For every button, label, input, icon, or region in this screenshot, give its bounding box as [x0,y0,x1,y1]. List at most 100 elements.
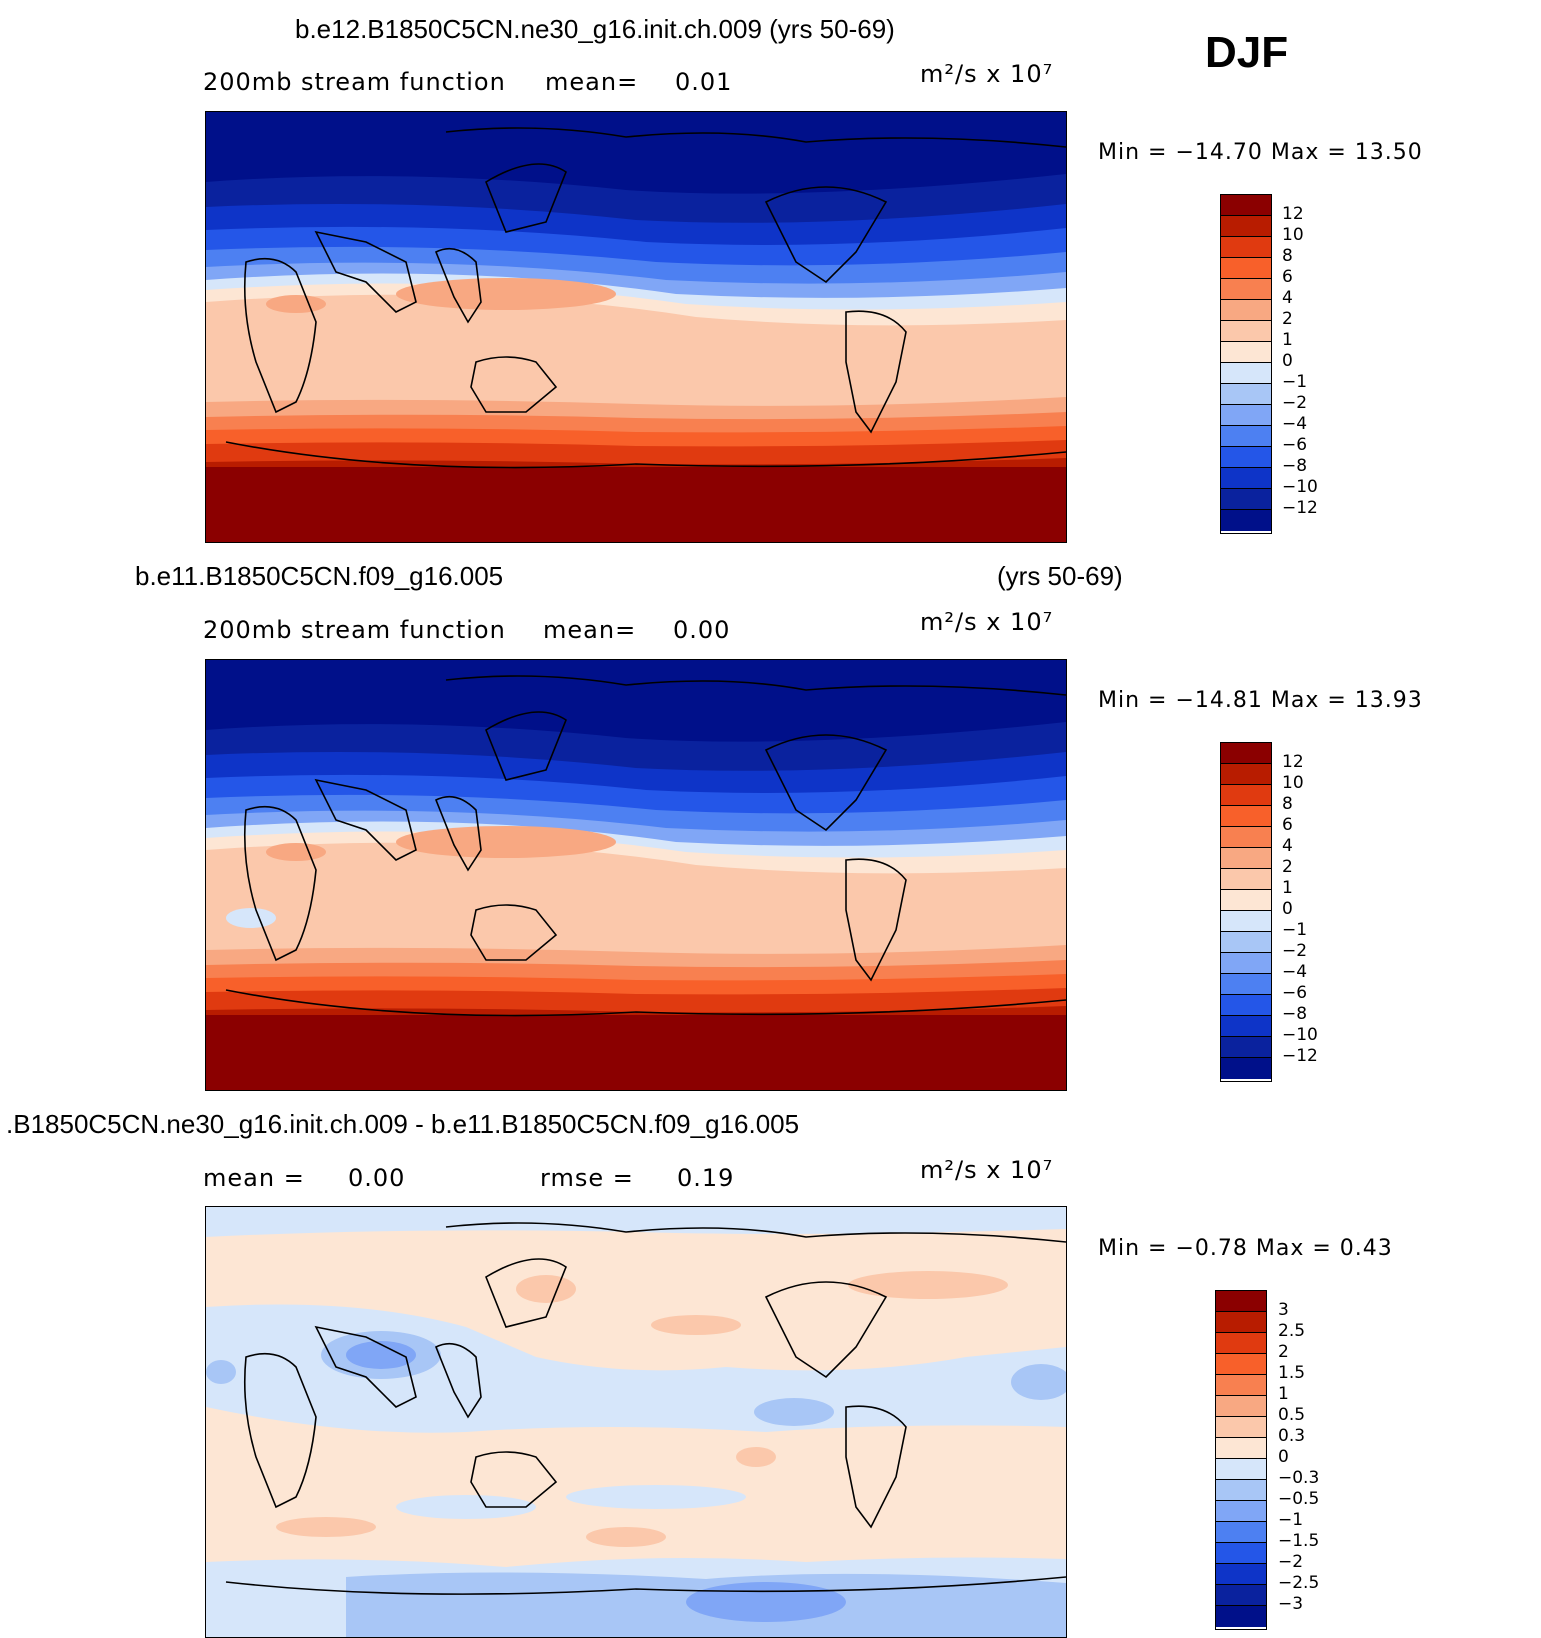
panel3-title: .B1850C5CN.ne30_g16.init.ch.009 - b.e11.… [6,1109,800,1139]
panel2-map [205,659,1067,1091]
colorbar-tick-label: −2 [1282,393,1308,413]
panel3-map-svg [206,1207,1066,1637]
panel2-mean-value: 0.00 [673,616,731,644]
colorbar-tick-label: −2 [1278,1552,1304,1572]
colorbar-tick-label: −4 [1282,414,1308,434]
colorbar-tick-label: 0 [1278,1447,1289,1467]
colorbar-swatch [1216,1459,1266,1480]
colorbar-swatch [1221,869,1271,890]
panel1-map-svg [206,112,1066,542]
colorbar-swatch [1221,489,1271,510]
colorbar-swatch [1221,974,1271,995]
colorbar-tick-label: 1 [1282,878,1293,898]
colorbar-swatch [1221,785,1271,806]
colorbar-tick-label: −0.5 [1278,1489,1320,1509]
colorbar-swatch [1221,764,1271,785]
colorbar-swatch [1221,384,1271,405]
colorbar-tick-label: −1.5 [1278,1531,1320,1551]
panel1-units: m²/s x 10⁷ [920,60,1054,88]
colorbar-swatch [1216,1501,1266,1522]
colorbar-tick-label: −12 [1282,1046,1318,1066]
colorbar-tick-label: 6 [1282,267,1293,287]
colorbar-swatch [1221,890,1271,911]
colorbar-swatch [1221,953,1271,974]
colorbar-swatch [1216,1354,1266,1375]
panel3-mean-value: 0.00 [348,1164,406,1192]
colorbar-swatch [1216,1480,1266,1501]
panel2-years: (yrs 50-69) [997,561,1123,591]
colorbar-tick-label: 10 [1282,225,1304,245]
panel2-map-svg [206,660,1066,1090]
panel1-field-label: 200mb stream function [203,68,506,96]
colorbar-tick-label: −10 [1282,477,1318,497]
panel1-mean-value: 0.01 [675,68,733,96]
panel1-minmax: Min = −14.70 Max = 13.50 [1098,140,1423,165]
panel1-colorbar [1220,194,1272,534]
panel3-rmse-value: 0.19 [677,1164,735,1192]
colorbar-tick-label: −10 [1282,1025,1318,1045]
colorbar-swatch [1221,363,1271,384]
colorbar-swatch [1216,1585,1266,1606]
panel3-mean-label: mean = [203,1164,305,1192]
colorbar-swatch [1216,1438,1266,1459]
colorbar-tick-label: −1 [1282,920,1308,940]
panel2-minmax: Min = −14.81 Max = 13.93 [1098,688,1423,713]
colorbar-swatch [1221,195,1271,216]
colorbar-tick-label: 1.5 [1278,1363,1306,1383]
colorbar-tick-label: −1 [1278,1510,1304,1530]
colorbar-tick-label: 8 [1282,794,1293,814]
panel1-map [205,111,1067,543]
colorbar-swatch [1221,237,1271,258]
colorbar-swatch [1221,932,1271,953]
colorbar-tick-label: 0.3 [1278,1426,1306,1446]
colorbar-tick-label: 1 [1282,330,1293,350]
colorbar-swatch [1221,321,1271,342]
colorbar-swatch [1216,1396,1266,1417]
panel2-units: m²/s x 10⁷ [920,608,1054,636]
colorbar-swatch [1221,426,1271,447]
colorbar-tick-label: −6 [1282,435,1308,455]
panel1-title: b.e12.B1850C5CN.ne30_g16.init.ch.009 (yr… [295,14,895,44]
colorbar-swatch [1216,1543,1266,1564]
colorbar-swatch [1216,1522,1266,1543]
colorbar-tick-label: 1 [1278,1384,1289,1404]
colorbar-swatch [1221,279,1271,300]
colorbar-swatch [1216,1291,1266,1312]
colorbar-swatch [1216,1564,1266,1585]
colorbar-tick-label: 2 [1282,309,1293,329]
panel3-units: m²/s x 10⁷ [920,1156,1054,1184]
colorbar-swatch [1221,743,1271,764]
colorbar-swatch [1221,468,1271,489]
colorbar-swatch [1221,848,1271,869]
colorbar-swatch [1221,447,1271,468]
colorbar-tick-label: −2.5 [1278,1573,1320,1593]
colorbar-tick-label: −3 [1278,1594,1304,1614]
colorbar-tick-label: 4 [1282,288,1293,308]
colorbar-tick-label: −8 [1282,456,1308,476]
colorbar-tick-label: 3 [1278,1300,1289,1320]
panel2-colorbar [1220,742,1272,1082]
colorbar-tick-label: −6 [1282,983,1308,1003]
colorbar-tick-label: 4 [1282,836,1293,856]
colorbar-swatch [1221,300,1271,321]
panel1-mean-label: mean= [545,68,639,96]
panel2-title: b.e11.B1850C5CN.f09_g16.005 [135,561,504,591]
panel3-map [205,1206,1067,1638]
colorbar-tick-label: 0.5 [1278,1405,1306,1425]
season-label: DJF [1205,28,1289,77]
colorbar-tick-label: −12 [1282,498,1318,518]
colorbar-tick-label: −1 [1282,372,1308,392]
colorbar-swatch [1221,1016,1271,1037]
panel2-field-label: 200mb stream function [203,616,506,644]
colorbar-tick-label: 6 [1282,815,1293,835]
colorbar-tick-label: −8 [1282,1004,1308,1024]
colorbar-tick-label: 2 [1278,1342,1289,1362]
colorbar-swatch [1221,1058,1271,1079]
colorbar-swatch [1216,1375,1266,1396]
colorbar-swatch [1221,342,1271,363]
panel3-rmse-label: rmse = [540,1164,634,1192]
colorbar-tick-label: 2.5 [1278,1321,1306,1341]
colorbar-tick-label: 12 [1282,204,1304,224]
colorbar-tick-label: 2 [1282,857,1293,877]
colorbar-tick-label: 0 [1282,351,1293,371]
